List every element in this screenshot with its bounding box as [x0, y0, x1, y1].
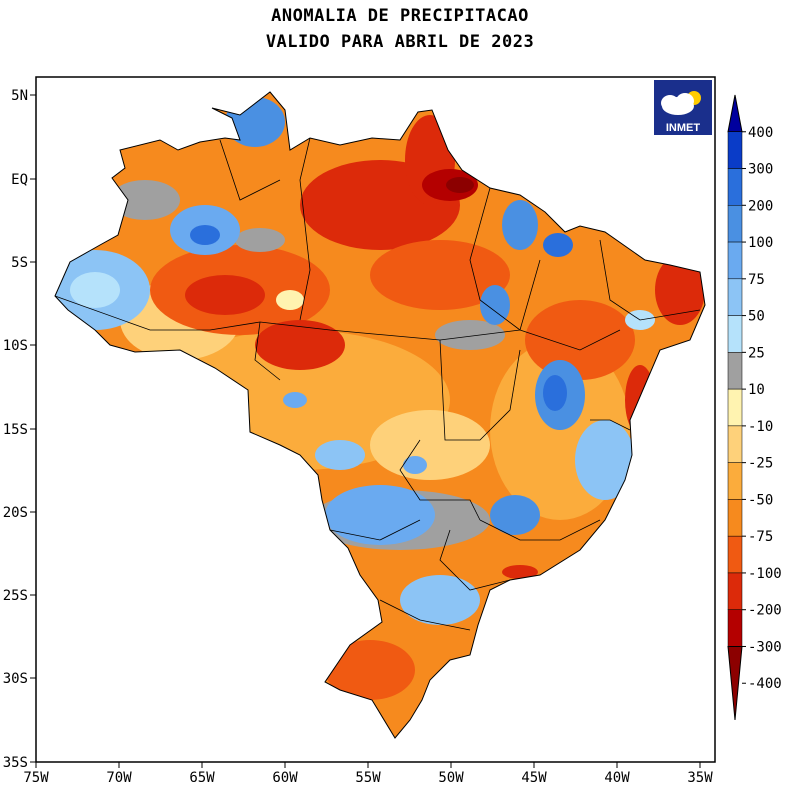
colorbar-label: -400 — [748, 676, 782, 692]
colorbar-label: -25 — [748, 456, 773, 472]
colorbar-label: -75 — [748, 529, 773, 545]
colorbar-arrow-top — [727, 94, 743, 133]
colorbar-swatch — [727, 278, 743, 316]
colorbar-label: 200 — [748, 198, 773, 214]
y-tick-label: 10S — [3, 338, 28, 354]
colorbar-label: 50 — [748, 309, 765, 325]
y-tick-label: 5N — [11, 88, 28, 104]
axis-ticks — [30, 94, 701, 768]
colorbar-swatch — [727, 352, 743, 390]
colorbar-label: 10 — [748, 382, 765, 398]
x-tick-label: 40W — [604, 770, 630, 786]
x-tick-label: 75W — [23, 770, 49, 786]
y-tick-label: 15S — [3, 422, 28, 438]
y-tick-label: 35S — [3, 755, 28, 771]
y-tick-labels: 5N EQ 5S 10S 15S 20S 25S 30S 35S — [3, 88, 28, 771]
state-boundaries — [54, 137, 701, 631]
colorbar-swatch — [727, 499, 743, 537]
y-tick-label: EQ — [11, 172, 28, 188]
colorbar-label: -50 — [748, 492, 773, 508]
colorbar-swatch — [727, 315, 743, 353]
inmet-logo: INMET — [654, 80, 712, 135]
logo-text: INMET — [666, 122, 701, 134]
colorbar-label: -300 — [748, 639, 782, 655]
map-title-line1: ANOMALIA DE PRECIPITACAO — [271, 6, 529, 26]
x-tick-label: 35W — [687, 770, 713, 786]
x-tick-labels: 75W 70W 65W 60W 55W 50W 45W 40W 35W — [23, 770, 713, 786]
colorbar-label: 100 — [748, 235, 773, 251]
colorbar-label: 300 — [748, 162, 773, 178]
x-tick-label: 70W — [106, 770, 132, 786]
colorbar-swatch — [727, 388, 743, 427]
colorbar-swatch — [727, 462, 743, 500]
map-title-line2: VALIDO PARA ABRIL DE 2023 — [265, 32, 535, 52]
x-tick-label: 45W — [521, 770, 547, 786]
y-tick-label: 30S — [3, 671, 28, 687]
cloud-sun-icon — [661, 91, 701, 115]
colorbar-swatch — [727, 609, 743, 647]
x-tick-label: 65W — [189, 770, 215, 786]
colorbar-swatch — [727, 535, 743, 574]
colorbar-label: 25 — [748, 345, 765, 361]
colorbar-swatch — [727, 131, 743, 169]
colorbar-swatch — [727, 205, 743, 243]
y-tick-label: 20S — [3, 505, 28, 521]
x-tick-label: 50W — [438, 770, 464, 786]
colorbar-swatch — [727, 425, 743, 463]
colorbar-arrow-bottom — [727, 645, 743, 721]
colorbar-swatch — [727, 572, 743, 610]
colorbar-swatch — [727, 241, 743, 280]
colorbar-label: 400 — [748, 125, 773, 141]
x-tick-label: 60W — [272, 770, 298, 786]
colorbar-swatch — [727, 168, 743, 206]
y-tick-label: 5S — [11, 255, 28, 271]
y-tick-label: 25S — [3, 588, 28, 604]
colorbar-label: -10 — [748, 419, 773, 435]
colorbar: 400 300 200 100 75 50 25 10 -10 -25 -50 -75 -100 -200… — [727, 94, 782, 721]
colorbar-label: 75 — [748, 272, 765, 288]
colorbar-label: -100 — [748, 566, 782, 582]
x-tick-label: 55W — [355, 770, 381, 786]
colorbar-label: -200 — [748, 603, 782, 619]
